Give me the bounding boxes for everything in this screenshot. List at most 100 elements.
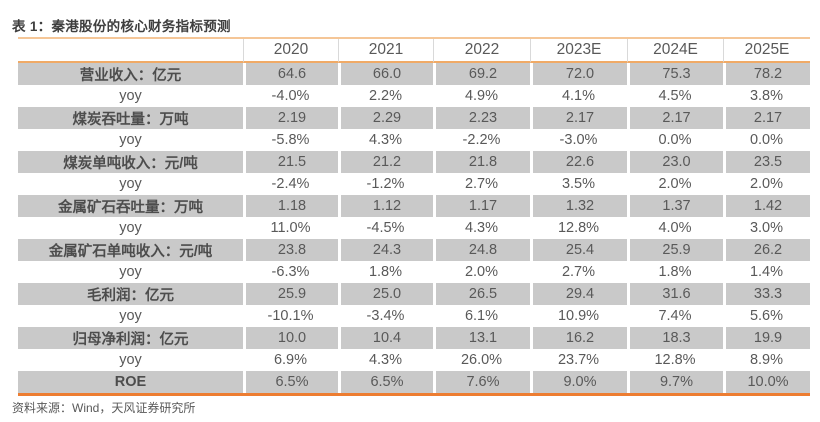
cell-value: 75.3	[627, 63, 723, 85]
cell-value: -2.2%	[433, 129, 530, 151]
table-row: 毛利润：亿元 25.9 25.0 26.5 29.4 31.6 33.3	[18, 283, 810, 305]
cell-value: 3.0%	[723, 217, 810, 239]
cell-value: 23.7%	[530, 349, 627, 371]
row-label: yoy	[18, 305, 243, 327]
cell-value: 2.23	[433, 107, 530, 129]
cell-value: 18.3	[627, 327, 723, 349]
table-row: yoy 6.9% 4.3% 26.0% 23.7% 12.8% 8.9%	[18, 349, 810, 371]
table-row: yoy -2.4% -1.2% 2.7% 3.5% 2.0% 2.0%	[18, 173, 810, 195]
cell-value: 25.9	[627, 239, 723, 261]
cell-value: 4.5%	[627, 85, 723, 107]
cell-value: 0.0%	[723, 129, 810, 151]
cell-value: 7.6%	[433, 371, 530, 393]
cell-value: 1.37	[627, 195, 723, 217]
cell-value: 6.9%	[243, 349, 338, 371]
year-column-header: 2025E	[723, 39, 810, 63]
cell-value: 2.19	[243, 107, 338, 129]
cell-value: 19.9	[723, 327, 810, 349]
table-row: 煤炭单吨收入：元/吨 21.5 21.2 21.8 22.6 23.0 23.5	[18, 151, 810, 173]
cell-value: 22.6	[530, 151, 627, 173]
cell-value: -4.0%	[243, 85, 338, 107]
cell-value: -10.1%	[243, 305, 338, 327]
table-header: 2020 2021 2022 2023E 2024E 2025E	[18, 39, 810, 63]
cell-value: 23.0	[627, 151, 723, 173]
table-body: 营业收入：亿元 64.6 66.0 69.2 72.0 75.3 78.2 yoy -4.0% 2…	[18, 63, 810, 393]
cell-value: -2.4%	[243, 173, 338, 195]
cell-value: 2.29	[338, 107, 433, 129]
year-column-header: 2022	[433, 39, 530, 63]
row-label: 毛利润：亿元	[18, 283, 243, 305]
cell-value: 0.0%	[627, 129, 723, 151]
cell-value: 23.8	[243, 239, 338, 261]
financial-forecast-table: 2020 2021 2022 2023E 2024E 2025E 营业收入：亿元 64.6 6…	[18, 37, 810, 396]
table-row: 营业收入：亿元 64.6 66.0 69.2 72.0 75.3 78.2	[18, 63, 810, 85]
row-label-column-header	[18, 39, 243, 63]
cell-value: 4.3%	[338, 129, 433, 151]
cell-value: 1.8%	[627, 261, 723, 283]
cell-value: 16.2	[530, 327, 627, 349]
cell-value: 6.5%	[243, 371, 338, 393]
cell-value: 26.0%	[433, 349, 530, 371]
cell-value: 6.5%	[338, 371, 433, 393]
year-column-header: 2023E	[530, 39, 627, 63]
cell-value: 2.17	[627, 107, 723, 129]
table-row: 金属矿石吞吐量：万吨 1.18 1.12 1.17 1.32 1.37 1.42	[18, 195, 810, 217]
cell-value: 4.9%	[433, 85, 530, 107]
cell-value: -4.5%	[338, 217, 433, 239]
table-row: 金属矿石单吨收入：元/吨 23.8 24.3 24.8 25.4 25.9 26.2	[18, 239, 810, 261]
cell-value: 10.0%	[723, 371, 810, 393]
cell-value: -1.2%	[338, 173, 433, 195]
cell-value: 64.6	[243, 63, 338, 85]
cell-value: 8.9%	[723, 349, 810, 371]
table-row: yoy -5.8% 4.3% -2.2% -3.0% 0.0% 0.0%	[18, 129, 810, 151]
table-row: 归母净利润：亿元 10.0 10.4 13.1 16.2 18.3 19.9	[18, 327, 810, 349]
year-column-header: 2024E	[627, 39, 723, 63]
cell-value: 1.32	[530, 195, 627, 217]
cell-value: -3.0%	[530, 129, 627, 151]
cell-value: 23.5	[723, 151, 810, 173]
cell-value: -5.8%	[243, 129, 338, 151]
row-label: yoy	[18, 217, 243, 239]
cell-value: 7.4%	[627, 305, 723, 327]
cell-value: 1.8%	[338, 261, 433, 283]
cell-value: 4.3%	[338, 349, 433, 371]
row-label: 煤炭单吨收入：元/吨	[18, 151, 243, 173]
cell-value: 12.8%	[627, 349, 723, 371]
cell-value: 33.3	[723, 283, 810, 305]
cell-value: 1.4%	[723, 261, 810, 283]
cell-value: 3.8%	[723, 85, 810, 107]
table-row: yoy -6.3% 1.8% 2.0% 2.7% 1.8% 1.4%	[18, 261, 810, 283]
cell-value: 2.7%	[433, 173, 530, 195]
row-label: ROE	[18, 371, 243, 393]
row-label: 煤炭吞吐量：万吨	[18, 107, 243, 129]
cell-value: 25.0	[338, 283, 433, 305]
cell-value: 66.0	[338, 63, 433, 85]
table-title: 表 1：秦港股份的核心财务指标预测	[12, 19, 231, 34]
cell-value: 29.4	[530, 283, 627, 305]
cell-value: 13.1	[433, 327, 530, 349]
cell-value: 26.2	[723, 239, 810, 261]
cell-value: 10.9%	[530, 305, 627, 327]
cell-value: 21.8	[433, 151, 530, 173]
cell-value: 26.5	[433, 283, 530, 305]
table-row: ROE 6.5% 6.5% 7.6% 9.0% 9.7% 10.0%	[18, 371, 810, 393]
cell-value: 21.5	[243, 151, 338, 173]
table-row: yoy 11.0% -4.5% 4.3% 12.8% 4.0% 3.0%	[18, 217, 810, 239]
table-row: 煤炭吞吐量：万吨 2.19 2.29 2.23 2.17 2.17 2.17	[18, 107, 810, 129]
row-label: 营业收入：亿元	[18, 63, 243, 85]
cell-value: 72.0	[530, 63, 627, 85]
cell-value: 10.4	[338, 327, 433, 349]
header-row: 2020 2021 2022 2023E 2024E 2025E	[18, 39, 810, 63]
cell-value: 5.6%	[723, 305, 810, 327]
cell-value: 1.18	[243, 195, 338, 217]
financial-table-container: 2020 2021 2022 2023E 2024E 2025E 营业收入：亿元 64.6 6…	[18, 37, 810, 396]
year-column-header: 2020	[243, 39, 338, 63]
cell-value: 31.6	[627, 283, 723, 305]
cell-value: 2.2%	[338, 85, 433, 107]
row-label: 金属矿石单吨收入：元/吨	[18, 239, 243, 261]
cell-value: 2.0%	[627, 173, 723, 195]
cell-value: 24.8	[433, 239, 530, 261]
cell-value: 1.42	[723, 195, 810, 217]
row-label: yoy	[18, 129, 243, 151]
